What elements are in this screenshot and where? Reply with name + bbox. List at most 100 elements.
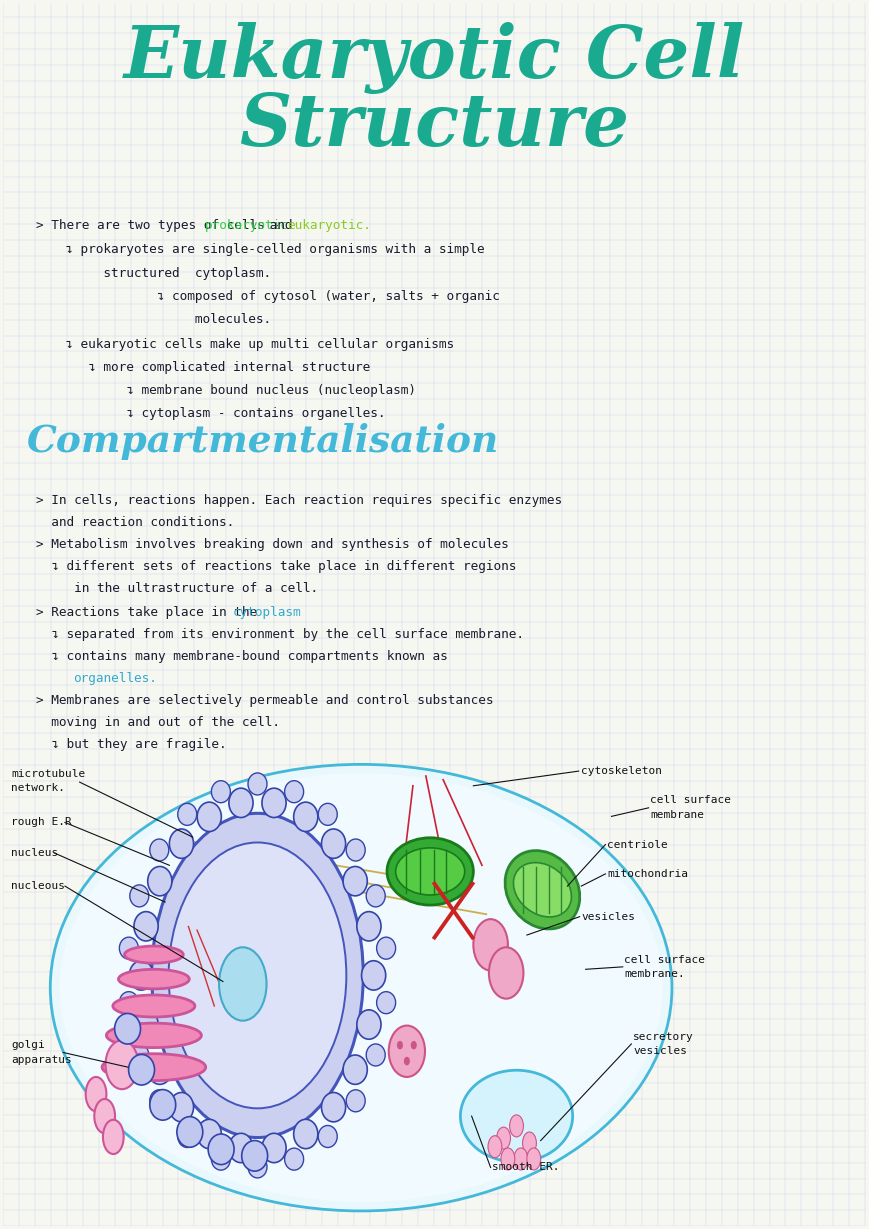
- Text: golgi: golgi: [11, 1040, 45, 1050]
- Text: in the ultrastructure of a cell.: in the ultrastructure of a cell.: [36, 583, 318, 595]
- Ellipse shape: [411, 1041, 417, 1050]
- Text: secretory: secretory: [634, 1031, 693, 1042]
- Text: microtubule: microtubule: [11, 768, 86, 778]
- Text: ↴ but they are fragile.: ↴ but they are fragile.: [36, 737, 226, 751]
- Ellipse shape: [113, 995, 195, 1018]
- Ellipse shape: [343, 1054, 368, 1084]
- Text: ↴ composed of cytosol (water, salts + organic: ↴ composed of cytosol (water, salts + or…: [50, 290, 501, 302]
- Ellipse shape: [129, 1043, 149, 1066]
- Ellipse shape: [124, 946, 183, 964]
- Ellipse shape: [489, 948, 523, 999]
- Text: nucleus: nucleus: [11, 848, 59, 858]
- Ellipse shape: [169, 830, 194, 858]
- Text: cytoplasm: cytoplasm: [232, 606, 301, 618]
- Text: > Metabolism involves breaking down and synthesis of molecules: > Metabolism involves breaking down and …: [36, 538, 508, 552]
- Ellipse shape: [229, 1133, 253, 1163]
- Ellipse shape: [514, 863, 572, 917]
- Text: apparatus: apparatus: [11, 1054, 72, 1064]
- Ellipse shape: [509, 1115, 523, 1137]
- Ellipse shape: [318, 804, 337, 826]
- Ellipse shape: [169, 1093, 194, 1122]
- Text: cytoskeleton: cytoskeleton: [581, 766, 662, 775]
- Ellipse shape: [501, 1148, 514, 1170]
- Ellipse shape: [211, 780, 230, 803]
- Ellipse shape: [497, 1127, 510, 1149]
- Ellipse shape: [322, 1093, 346, 1122]
- Text: ↴ eukaryotic cells make up multi cellular organisms: ↴ eukaryotic cells make up multi cellula…: [50, 338, 454, 350]
- Ellipse shape: [106, 1023, 202, 1047]
- Ellipse shape: [211, 1148, 230, 1170]
- Ellipse shape: [343, 866, 368, 896]
- Ellipse shape: [129, 885, 149, 907]
- Ellipse shape: [148, 866, 172, 896]
- Ellipse shape: [376, 992, 395, 1014]
- Ellipse shape: [149, 1090, 176, 1120]
- Text: membrane.: membrane.: [625, 970, 686, 980]
- Text: Eukaryotic Cell: Eukaryotic Cell: [123, 22, 746, 93]
- Text: cell surface: cell surface: [625, 955, 706, 965]
- Ellipse shape: [294, 1120, 318, 1149]
- Ellipse shape: [129, 1054, 155, 1085]
- Text: > Membranes are selectively permeable and control substances: > Membranes are selectively permeable an…: [36, 693, 493, 707]
- Text: smooth ER.: smooth ER.: [493, 1163, 560, 1172]
- Ellipse shape: [346, 1090, 365, 1112]
- Ellipse shape: [95, 1099, 115, 1133]
- Ellipse shape: [119, 992, 138, 1014]
- Text: ↴ prokaryotes are single-celled organisms with a simple: ↴ prokaryotes are single-celled organism…: [50, 243, 485, 256]
- Ellipse shape: [285, 1148, 303, 1170]
- Text: ↴ more complicated internal structure: ↴ more complicated internal structure: [50, 361, 370, 374]
- Ellipse shape: [318, 1126, 337, 1148]
- Ellipse shape: [134, 912, 158, 941]
- Ellipse shape: [178, 1126, 196, 1148]
- Text: membrane: membrane: [650, 810, 705, 820]
- Ellipse shape: [129, 961, 154, 991]
- Ellipse shape: [248, 1155, 267, 1177]
- Ellipse shape: [134, 1010, 158, 1040]
- Text: mitochondria: mitochondria: [607, 869, 688, 879]
- Ellipse shape: [357, 1010, 381, 1040]
- Ellipse shape: [229, 788, 253, 817]
- Text: Structure: Structure: [240, 90, 629, 161]
- Ellipse shape: [474, 919, 507, 971]
- Text: centriole: centriole: [607, 839, 668, 849]
- Ellipse shape: [105, 1040, 138, 1089]
- Ellipse shape: [115, 1014, 141, 1045]
- Ellipse shape: [505, 850, 580, 929]
- Ellipse shape: [149, 1090, 169, 1112]
- Text: molecules.: molecules.: [50, 313, 271, 326]
- Text: moving in and out of the cell.: moving in and out of the cell.: [36, 715, 280, 729]
- Ellipse shape: [357, 912, 381, 941]
- Ellipse shape: [178, 804, 196, 826]
- Ellipse shape: [376, 938, 395, 959]
- Ellipse shape: [60, 773, 663, 1202]
- Ellipse shape: [209, 1134, 234, 1165]
- Ellipse shape: [177, 1117, 202, 1147]
- Text: prokaryotic: prokaryotic: [205, 219, 289, 232]
- Ellipse shape: [262, 1133, 286, 1163]
- Ellipse shape: [148, 1054, 172, 1084]
- Ellipse shape: [461, 1070, 573, 1161]
- Text: > There are two types of cells -: > There are two types of cells -: [36, 219, 288, 232]
- Ellipse shape: [118, 970, 189, 989]
- Ellipse shape: [262, 788, 286, 817]
- Ellipse shape: [119, 938, 138, 959]
- Text: > Reactions take place in the: > Reactions take place in the: [36, 606, 264, 618]
- Ellipse shape: [219, 948, 267, 1020]
- Ellipse shape: [197, 803, 222, 832]
- Ellipse shape: [285, 780, 303, 803]
- Ellipse shape: [346, 839, 365, 862]
- Text: nucleous: nucleous: [11, 881, 65, 891]
- Ellipse shape: [103, 1120, 123, 1154]
- Ellipse shape: [397, 1041, 403, 1050]
- Ellipse shape: [169, 843, 347, 1109]
- Text: rough E.R: rough E.R: [11, 817, 72, 827]
- Ellipse shape: [102, 1053, 206, 1080]
- Text: ↴ contains many membrane-bound compartments known as: ↴ contains many membrane-bound compartme…: [36, 650, 448, 662]
- Text: and reaction conditions.: and reaction conditions.: [36, 516, 234, 530]
- Text: Compartmentalisation: Compartmentalisation: [27, 424, 499, 461]
- Ellipse shape: [50, 764, 672, 1211]
- Text: ↴ cytoplasm - contains organelles.: ↴ cytoplasm - contains organelles.: [50, 407, 386, 420]
- Text: network.: network.: [11, 783, 65, 793]
- Ellipse shape: [366, 885, 385, 907]
- Ellipse shape: [527, 1148, 541, 1170]
